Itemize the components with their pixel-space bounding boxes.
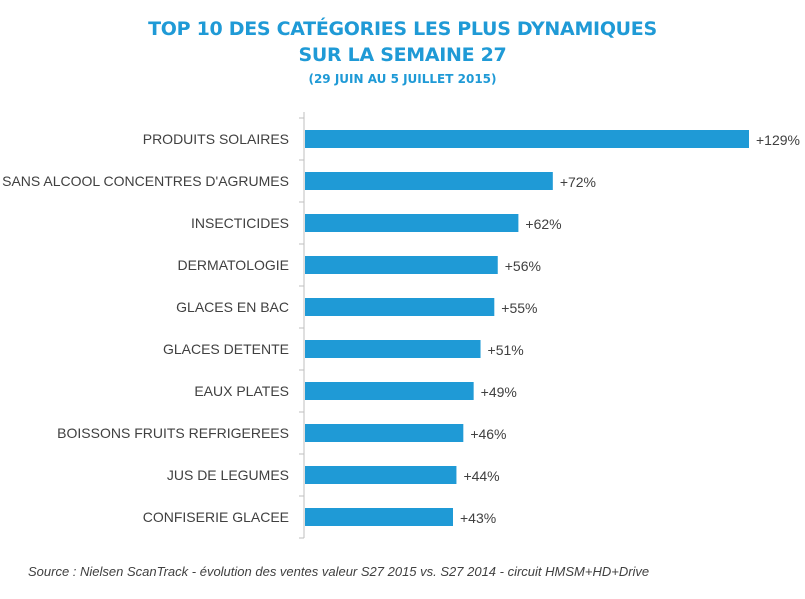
bars-layer: PRODUITS SOLAIRES +129% SANS ALCOOL CONCEN… — [2, 117, 800, 539]
data-label: +55% — [501, 300, 537, 316]
bar — [305, 340, 481, 358]
bar — [305, 424, 464, 442]
data-label: +56% — [505, 258, 541, 274]
data-label: +129% — [756, 132, 800, 148]
bar — [305, 256, 498, 274]
chart-title-line-1: TOP 10 DES CATÉGORIES LES PLUS DYNAMIQUE… — [148, 18, 657, 40]
data-label: +46% — [470, 426, 506, 442]
data-label: +44% — [463, 468, 499, 484]
category-label: JUS DE LEGUMES — [167, 467, 289, 483]
bar — [305, 466, 457, 484]
category-label: PRODUITS SOLAIRES — [143, 131, 289, 147]
category-label: EAUX PLATES — [194, 383, 289, 399]
bar — [305, 298, 495, 316]
data-label: +49% — [481, 384, 517, 400]
category-label: INSECTICIDES — [191, 215, 289, 231]
category-label: DERMATOLOGIE — [177, 257, 289, 273]
chart-subtitle: (29 JUIN AU 5 JUILLET 2015) — [308, 72, 497, 86]
chart-title-block: TOP 10 DES CATÉGORIES LES PLUS DYNAMIQUE… — [0, 0, 805, 88]
category-label: CONFISERIE GLACEE — [143, 509, 289, 525]
category-label: GLACES DETENTE — [163, 341, 289, 357]
category-label: SANS ALCOOL CONCENTRES D'AGRUMES — [2, 173, 289, 189]
data-label: +43% — [460, 510, 496, 526]
bar — [305, 382, 474, 400]
category-label: GLACES EN BAC — [176, 299, 289, 315]
category-label: BOISSONS FRUITS REFRIGEREES — [57, 425, 289, 441]
bar — [305, 130, 749, 148]
data-label: +62% — [525, 216, 561, 232]
data-label: +72% — [560, 174, 596, 190]
source-note: Source : Nielsen ScanTrack - évolution d… — [28, 564, 650, 579]
bar-chart: PRODUITS SOLAIRES +129% SANS ALCOOL CONCEN… — [2, 112, 800, 539]
bar — [305, 172, 553, 190]
bar — [305, 214, 519, 232]
chart-title-line-2: SUR LA SEMAINE 27 — [298, 44, 507, 66]
bar — [305, 508, 453, 526]
data-label: +51% — [488, 342, 524, 358]
